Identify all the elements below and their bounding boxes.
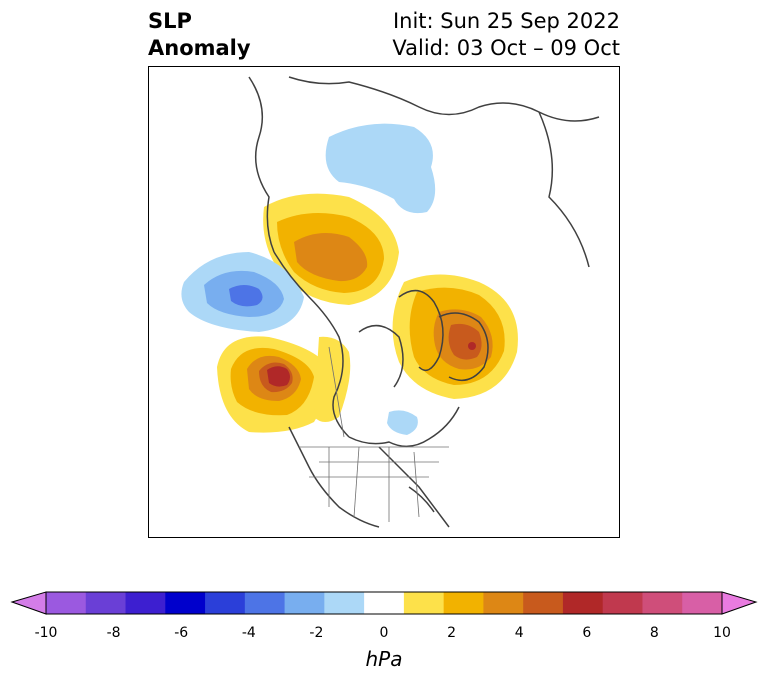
- colorbar-swatch: [682, 592, 723, 614]
- colorbar-tick-label: 4: [514, 625, 524, 641]
- colorbar-swatch: [284, 592, 325, 614]
- title-line-2: Anomaly: [148, 36, 251, 60]
- colorbar-swatch: [125, 592, 166, 614]
- colorbar-tick-label: -8: [106, 625, 121, 641]
- rockies-high-extension: [314, 336, 351, 422]
- colorbar-tick-label: 6: [582, 625, 592, 641]
- colorbar-unit-label: hPa: [365, 647, 403, 671]
- coastlines: [248, 76, 600, 528]
- map-title: SLP Anomaly: [148, 8, 251, 62]
- colorbar-under-arrow: [10, 591, 47, 615]
- hudson-low-anomaly: [387, 410, 418, 435]
- colorbar-tick-label: -4: [241, 625, 256, 641]
- siberia-low-anomaly: [325, 123, 436, 214]
- colorbar-swatch: [244, 592, 286, 614]
- greenland-high-anomaly: [392, 274, 518, 399]
- pacific-low-anomaly: [181, 252, 304, 332]
- colorbar-swatch: [85, 592, 127, 614]
- valid-range: Valid: 03 Oct – 09 Oct: [392, 36, 620, 60]
- colorbar-swatch: [602, 592, 643, 614]
- colorbar-swatch: [443, 592, 484, 614]
- colorbar-tick-label: -6: [174, 625, 189, 641]
- colorbar-border: [45, 591, 723, 615]
- colorbar-swatch: [483, 592, 524, 614]
- colorbar-swatch: [46, 592, 87, 614]
- colorbar-swatch: [324, 592, 365, 614]
- colorbar-tick-label: 0: [379, 625, 389, 641]
- alaska-high-anomaly: [217, 336, 329, 433]
- canada-high-anomaly: [263, 193, 399, 305]
- colorbar-tick-label: -10: [34, 625, 58, 641]
- colorbar: [10, 590, 758, 624]
- map-panel: [148, 66, 620, 538]
- colorbar-swatch: [523, 592, 564, 614]
- colorbar-swatch: [364, 592, 405, 614]
- colorbar-swatch: [642, 592, 683, 614]
- slp-anomaly-map: [181, 76, 600, 528]
- date-info: Init: Sun 25 Sep 2022 Valid: 03 Oct – 09…: [392, 8, 620, 62]
- colorbar-tick-label: 8: [649, 625, 659, 641]
- colorbar-over-arrow: [721, 591, 758, 615]
- title-line-1: SLP: [148, 9, 192, 33]
- colorbar-swatch: [205, 592, 246, 614]
- colorbar-swatch: [403, 592, 445, 614]
- borders: [299, 346, 449, 522]
- init-date: Init: Sun 25 Sep 2022: [392, 9, 620, 33]
- colorbar-swatch: [165, 592, 206, 614]
- colorbar-swatch: [562, 592, 604, 614]
- colorbar-tick-label: 2: [447, 625, 457, 641]
- colorbar-tick-label: 10: [713, 625, 731, 641]
- colorbar-scale: [10, 591, 758, 615]
- colorbar-tick-label: -2: [309, 625, 324, 641]
